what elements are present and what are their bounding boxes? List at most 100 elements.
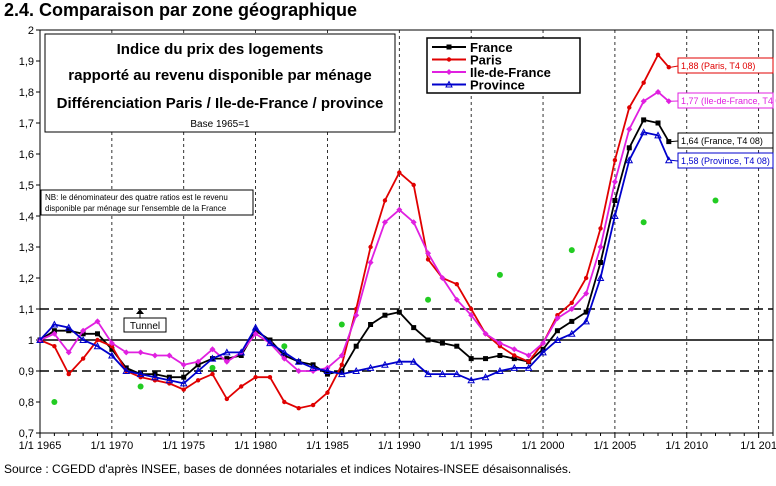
y-tick-label: 0,9 [19, 366, 34, 378]
data-point [395, 357, 404, 365]
data-point [137, 349, 144, 356]
data-point [583, 290, 590, 297]
data-point [368, 244, 373, 250]
x-tick-label: 1/1 1985 [306, 440, 349, 452]
data-point [138, 375, 143, 380]
y-tick-label: 1,2 [19, 273, 34, 285]
data-point [627, 105, 632, 110]
data-point [411, 325, 417, 331]
data-point [524, 363, 533, 371]
y-tick-label: 0,8 [19, 397, 34, 409]
data-point [353, 312, 360, 319]
data-point [666, 139, 672, 145]
data-point [337, 370, 346, 378]
data-point [446, 57, 452, 62]
x-tick-label: 1/1 1965 [19, 440, 62, 452]
data-point [625, 156, 634, 164]
data-point [151, 352, 158, 359]
data-point [396, 206, 403, 213]
end-label-box [677, 132, 774, 149]
tunnel-annotation: Tunnel [123, 309, 167, 333]
data-point [554, 315, 561, 322]
data-point [424, 370, 432, 378]
data-point [167, 381, 172, 386]
data-point [95, 337, 100, 343]
data-point [425, 337, 431, 343]
data-point [281, 355, 288, 362]
data-point [310, 402, 316, 408]
data-point [497, 344, 503, 349]
x-tick-label: 1/1 201 [740, 440, 776, 452]
data-point [309, 363, 317, 371]
data-point [568, 306, 575, 312]
data-point [666, 65, 671, 70]
data-point [94, 331, 100, 337]
data-point [640, 219, 647, 226]
data-point [252, 330, 259, 337]
series-ile-de-france [37, 89, 672, 374]
data-point [641, 117, 647, 123]
data-point [338, 321, 345, 328]
data-point [338, 352, 345, 359]
data-point [446, 69, 452, 75]
data-point [80, 356, 86, 361]
y-tick-label: 1,6 [19, 149, 34, 161]
x-tick-label: 1/1 1995 [450, 440, 493, 452]
data-point [453, 296, 460, 303]
data-point [209, 346, 216, 353]
data-point [439, 340, 445, 346]
series-group [36, 52, 719, 411]
data-point [569, 318, 575, 324]
data-point [382, 312, 388, 318]
legend-label: France [470, 40, 513, 55]
data-point [266, 339, 274, 347]
x-tick-label: 1/1 1970 [90, 440, 133, 452]
data-point [51, 399, 58, 405]
data-point [381, 219, 388, 226]
data-point [165, 376, 174, 384]
data-point [425, 296, 432, 303]
data-point [512, 353, 517, 358]
data-point [611, 211, 619, 219]
end-label-box [677, 92, 774, 109]
x-tick-label: 1/1 1980 [234, 440, 277, 452]
data-point [64, 323, 73, 331]
data-point [210, 371, 215, 377]
page-title: 2.4. Comparaison par zone géographique [4, 0, 358, 20]
data-point [368, 322, 374, 327]
data-point [496, 271, 503, 278]
data-point [253, 328, 259, 334]
source-note: Source : CGEDD d'après INSEE, bases de d… [4, 462, 572, 476]
data-point [296, 406, 301, 411]
data-point [396, 309, 402, 315]
data-point [468, 306, 474, 312]
data-point [80, 331, 86, 337]
legend-label: Province [470, 78, 525, 93]
data-point [36, 335, 44, 343]
data-point [224, 356, 230, 362]
y-tick-label: 1,4 [19, 211, 34, 223]
data-point [582, 317, 590, 325]
data-point [80, 327, 87, 334]
data-point [195, 358, 202, 365]
x-tick-label: 1/1 1990 [378, 440, 421, 452]
data-point [598, 226, 603, 231]
data-point [555, 313, 560, 318]
data-point [567, 329, 576, 337]
data-point [454, 282, 460, 287]
data-point [410, 219, 417, 226]
x-tick-label: 1/1 2000 [522, 440, 565, 452]
x-tick-label: 1/1 2010 [665, 440, 708, 452]
data-point [712, 197, 719, 204]
data-point [525, 352, 532, 359]
data-point [109, 346, 115, 352]
data-point [641, 80, 646, 85]
end-label-leader [670, 159, 679, 162]
end-label-box [677, 152, 774, 169]
nb-note-line-2: disponible par ménage sur l'ensemble de … [45, 204, 227, 213]
data-point [209, 364, 216, 371]
x-tick-label: 1/1 2005 [593, 440, 636, 452]
data-point [496, 366, 504, 374]
